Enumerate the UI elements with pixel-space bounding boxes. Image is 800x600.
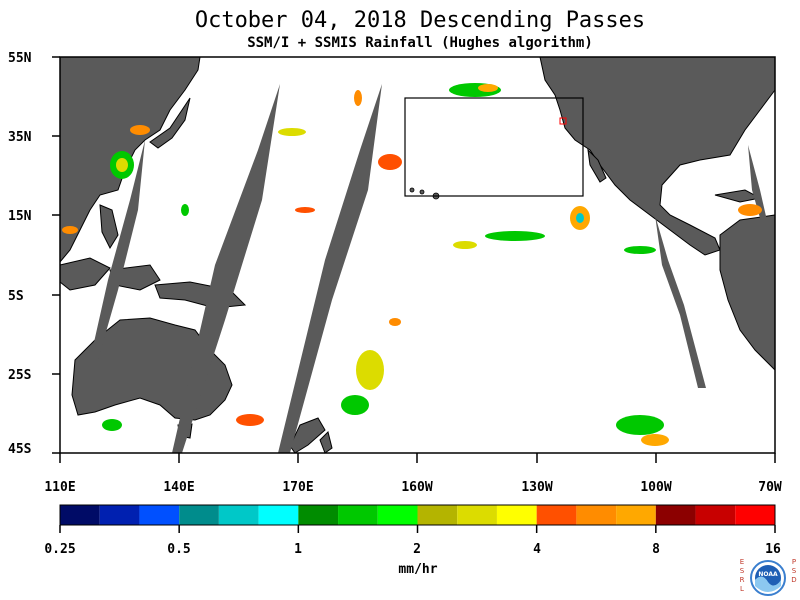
colorbar-swatch (695, 505, 736, 525)
noaa-emblem-icon: NOAA (750, 560, 786, 596)
colorbar-units: mm/hr (398, 562, 438, 577)
colorbar-swatch (60, 505, 100, 525)
colorbar-swatch (338, 505, 378, 525)
lat-label-5s: 5S (8, 289, 24, 304)
colorbar-swatch (735, 505, 775, 525)
lat-ticks (52, 56, 60, 454)
lon-label-70w: 70W (758, 480, 782, 495)
swath-gaps (90, 84, 768, 453)
colorbar-swatch (576, 505, 617, 525)
colorbar-swatch (536, 505, 577, 525)
lat-label-15n: 15N (8, 209, 32, 224)
colorbar-tick-8: 8 (652, 542, 660, 557)
land-masses (59, 56, 776, 454)
colorbar (59, 504, 776, 533)
lon-label-160w: 160W (401, 480, 433, 495)
colorbar-tick-2: 2 (413, 542, 421, 557)
lon-ticks (59, 453, 776, 463)
colorbar-tick-16: 16 (765, 542, 781, 557)
colorbar-swatch (417, 505, 458, 525)
colorbar-tick-4: 4 (533, 542, 541, 557)
colorbar-swatch (496, 505, 537, 525)
colorbar-swatch (377, 505, 418, 525)
lat-label-55n: 55N (8, 51, 32, 66)
lon-label-130w: 130W (521, 480, 553, 495)
map-subtitle: SSM/I + SSMIS Rainfall (Hughes algorithm… (247, 35, 593, 51)
colorbar-tick-0-25: 0.25 (44, 542, 76, 557)
colorbar-swatch (218, 505, 259, 525)
lat-label-45s: 45S (8, 442, 32, 457)
region-box (404, 97, 584, 197)
lon-label-170e: 170E (282, 480, 314, 495)
colorbar-swatch (179, 505, 219, 525)
site-marker (559, 117, 567, 125)
lat-label-25s: 25S (8, 368, 32, 383)
lon-label-100w: 100W (640, 480, 672, 495)
map-title: October 04, 2018 Descending Passes (194, 8, 646, 33)
colorbar-swatch (655, 505, 696, 525)
colorbar-swatch (457, 505, 497, 525)
colorbar-tick-1: 1 (294, 542, 302, 557)
lon-label-140e: 140E (163, 480, 195, 495)
rainfall-areas (62, 83, 762, 446)
colorbar-swatch (298, 505, 339, 525)
colorbar-swatch (258, 505, 299, 525)
colorbar-swatch (139, 505, 180, 525)
lat-label-35n: 35N (8, 130, 32, 145)
colorbar-swatch (616, 505, 656, 525)
colorbar-swatch (99, 505, 140, 525)
logo-emblem-text: NOAA (758, 571, 778, 578)
colorbar-tick-0-5: 0.5 (167, 542, 191, 557)
lon-label-110e: 110E (44, 480, 76, 495)
